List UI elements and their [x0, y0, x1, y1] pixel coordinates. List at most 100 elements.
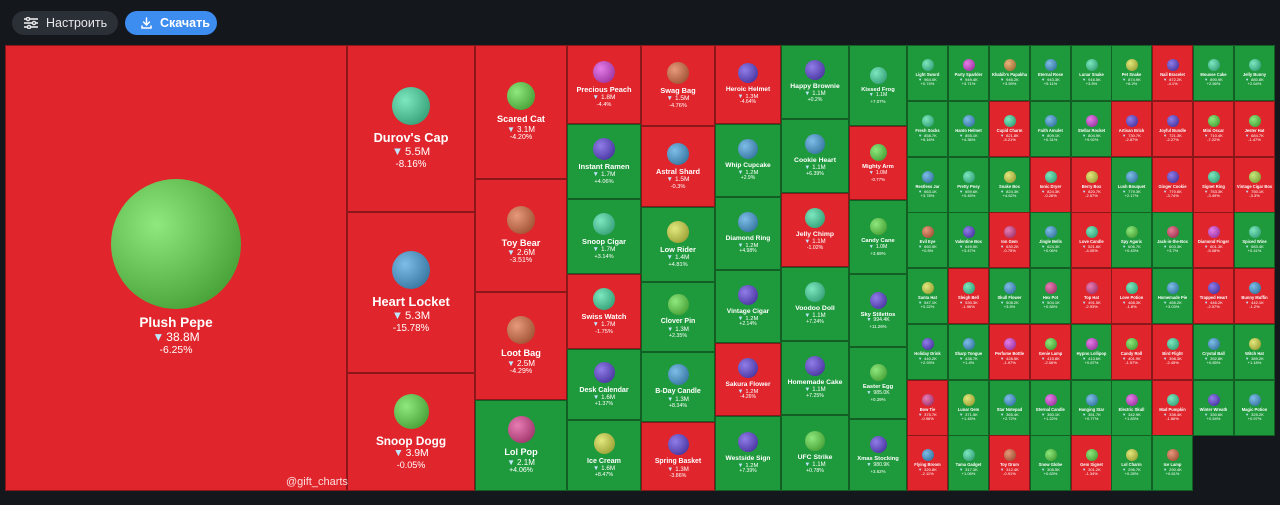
treemap-tile[interactable]: Signet Ring ▼ 753.3K -3.49% [1193, 157, 1234, 213]
treemap-tile[interactable]: Toy Drum ▼ 312.4K -0.91% [989, 435, 1030, 491]
treemap-tile[interactable]: Light Sword ▼ 964.0K +0.74% [907, 45, 948, 101]
treemap-tile[interactable]: Lush Bouquet ▼ 779.3K +2.17% [1111, 157, 1152, 213]
treemap-tile[interactable]: Magic Potion ▼ 325.2K +0.97% [1234, 380, 1275, 436]
treemap-tile[interactable]: Sakura Flower ▼ 1.2M -4.26% [715, 343, 781, 416]
treemap-tile[interactable]: Sky Stilettos ▼ 994.4K +11.26% [849, 274, 907, 347]
treemap-tile[interactable]: Mousse Cake ▼ 890.9K +2.56% [1193, 45, 1234, 101]
treemap-tile[interactable]: Bird Flight ▼ 398.3K -2.45% [1152, 324, 1193, 380]
treemap-tile[interactable]: Ginger Cookie ▼ 770.6K -3.74% [1152, 157, 1193, 213]
treemap-tile[interactable]: Desk Calendar ▼ 1.6M +1.37% [567, 349, 641, 420]
treemap-tile[interactable]: Witch Hat ▼ 389.2K +1.18% [1234, 324, 1275, 380]
treemap-tile[interactable]: Snoop Dogg ▼ 3.9M -0.05% [347, 373, 475, 491]
treemap-tile[interactable]: Hex Pot ▼ 504.1K +0.58% [1030, 268, 1071, 324]
treemap-tile[interactable]: Pet Snake ▼ 874.9K +6.2% [1111, 45, 1152, 101]
treemap-tile[interactable]: Precious Peach ▼ 1.8M -4.4% [567, 45, 641, 124]
treemap-tile[interactable]: Lunar Snake ▼ 916.5K +3.5% [1071, 45, 1112, 101]
treemap-tile[interactable]: Love Candle ▼ 521.6K -4.05% [1071, 212, 1112, 268]
treemap-tile[interactable]: Candy Cane ▼ 1.0M +3.69% [849, 200, 907, 274]
treemap-tile[interactable]: Star Notepad ▼ 365.4K +2.72% [989, 380, 1030, 436]
treemap-tile[interactable]: Khabib's Papakha ▼ 946.2K +3.59% [989, 45, 1030, 101]
treemap-tile[interactable]: Restless Jar ▼ 663.1K +3.78% [907, 157, 948, 213]
treemap-tile[interactable]: Love Potion ▼ 468.3K -1.8% [1111, 268, 1152, 324]
treemap-tile[interactable]: Bow Tie ▼ 375.7K -0.96% [907, 380, 948, 436]
treemap-tile[interactable]: Trapped Heart ▼ 446.2K -2.57% [1193, 268, 1234, 324]
treemap-tile[interactable]: Xmas Stocking ▼ 980.9K +3.62% [849, 419, 907, 491]
treemap-tile[interactable]: Fresh Socks ▼ 858.7K +6.16% [907, 101, 948, 157]
treemap-tile[interactable]: Vintage Cigar ▼ 1.2M +2.14% [715, 270, 781, 343]
treemap-tile[interactable]: Nail Bracelet ▼ 872.2K -4.1% [1152, 45, 1193, 101]
treemap-tile[interactable]: Sharp Tongue ▼ 438.7K +1.4% [948, 324, 989, 380]
treemap-tile[interactable]: Ionic Dryer ▼ 824.3K -0.26% [1030, 157, 1071, 213]
treemap-tile[interactable]: Hanto Helmet ▼ 855.1K +4.36% [948, 101, 989, 157]
treemap-tile[interactable]: Spring Basket ▼ 1.3M -3.86% [641, 422, 715, 491]
treemap-tile[interactable]: Eternal Candle ▼ 360.1K +1.22% [1030, 380, 1071, 436]
treemap-tile[interactable]: Clover Pin ▼ 1.3M +2.35% [641, 282, 715, 352]
treemap-tile[interactable]: Mad Pumpkin ▼ 338.4K -1.66% [1152, 380, 1193, 436]
treemap-tile[interactable]: Heart Locket ▼ 5.3M -15.78% [347, 212, 475, 373]
treemap-tile[interactable]: Lunar Gem ▼ 371.5K +1.45% [948, 380, 989, 436]
treemap-tile[interactable]: Diamond Ring ▼ 1.2M +4.98% [715, 197, 781, 270]
treemap-tile[interactable]: Ice Lamp ▼ 290.4K +0.61% [1152, 435, 1193, 491]
treemap-tile[interactable]: Genie Lamp ▼ 415.8K -2.06% [1030, 324, 1071, 380]
treemap-tile[interactable]: Ice Cream ▼ 1.6M +8.47% [567, 420, 641, 491]
treemap-tile[interactable]: Party Sparkler ▼ 949.4K +3.71% [948, 45, 989, 101]
treemap-tile[interactable]: Snake Box ▼ 824.3K +4.62% [989, 157, 1030, 213]
treemap-tile[interactable]: Plush Pepe ▼ 38.8M -6.25% [5, 45, 347, 491]
treemap-tile[interactable]: Jelly Chimp ▼ 1.1M -1.02% [781, 193, 849, 267]
settings-button[interactable]: Настроить [12, 11, 118, 35]
treemap-tile[interactable]: Evil Eye ▼ 660.5K +0.5% [907, 212, 948, 268]
treemap-tile[interactable]: Top Hat ▼ 491.5K -2.93% [1071, 268, 1112, 324]
treemap-tile[interactable]: Astral Shard ▼ 1.5M -0.3% [641, 126, 715, 207]
treemap-tile[interactable]: Instant Ramen ▼ 1.7M +4.06% [567, 124, 641, 199]
treemap-tile[interactable]: Cookie Heart ▼ 1.1M +6.39% [781, 119, 849, 193]
treemap-tile[interactable]: Sleigh Bell ▼ 530.3K -1.96% [948, 268, 989, 324]
treemap-tile[interactable]: Berry Box ▼ 820.7K -2.57% [1071, 157, 1112, 213]
treemap-tile[interactable]: Swiss Watch ▼ 1.7M -1.75% [567, 274, 641, 349]
treemap-tile[interactable]: Scared Cat ▼ 3.1M -4.20% [475, 45, 567, 179]
treemap-tile[interactable]: Joyful Bundle ▼ 721.3K -2.27% [1152, 101, 1193, 157]
treemap-tile[interactable]: Crystal Ball ▼ 392.8K +0.85% [1193, 324, 1234, 380]
treemap-tile[interactable]: Ion Gem ▼ 630.2K -0.75% [989, 212, 1030, 268]
treemap-tile[interactable]: Whip Cupcake ▼ 1.2M +2.9% [715, 124, 781, 197]
treemap-tile[interactable]: Jack-in-the-Box ▼ 603.3K +3.7% [1152, 212, 1193, 268]
treemap-tile[interactable]: Hypno Lollipop ▼ 413.6K +0.87% [1071, 324, 1112, 380]
treemap-tile[interactable]: Pretty Posy ▼ 659.6K +0.45% [948, 157, 989, 213]
treemap-tile[interactable]: Faith Amulet ▼ 809.1K +0.31% [1030, 101, 1071, 157]
treemap-tile[interactable]: Valentine Box ▼ 649.5K +3.47% [948, 212, 989, 268]
treemap-tile[interactable]: Hanging Star ▼ 351.7K +0.77% [1071, 380, 1112, 436]
treemap-tile[interactable]: Swag Bag ▼ 1.5M -4.76% [641, 45, 715, 126]
treemap-tile[interactable]: Lol Pop ▼ 2.1M +4.06% [475, 400, 567, 491]
treemap-tile[interactable]: Westside Sign ▼ 1.2M +7.39% [715, 416, 781, 491]
treemap-tile[interactable]: Spiced Wine ▼ 583.4K +0.41% [1234, 212, 1275, 268]
treemap-tile[interactable]: Lol Charm ▼ 296.7K +0.28% [1111, 435, 1152, 491]
treemap-tile[interactable]: Cupid Charm ▼ 821.8K -5.21% [989, 101, 1030, 157]
download-button[interactable]: Скачать [125, 11, 217, 35]
treemap-tile[interactable]: Voodoo Doll ▼ 1.1M +7.24% [781, 267, 849, 341]
treemap-tile[interactable]: Diamond Finger ▼ 601.3K -5.08% [1193, 212, 1234, 268]
treemap-tile[interactable]: Electric Skull ▼ 342.9K +1.83% [1111, 380, 1152, 436]
treemap-tile[interactable]: Eternal Rose ▼ 943.3K +5.11% [1030, 45, 1071, 101]
treemap-tile[interactable]: Vintage Cigar Box ▼ 750.1K -3.3% [1234, 157, 1275, 213]
treemap-tile[interactable]: Snoop Cigar ▼ 1.7M +3.14% [567, 199, 641, 274]
treemap-tile[interactable]: Kissed Frog ▼ 1.1M +7.07% [849, 45, 907, 126]
treemap-tile[interactable]: Holiday Drink ▼ 440.2K +2.93% [907, 324, 948, 380]
treemap-tile[interactable]: Perfume Bottle ▼ 428.5K -1.97% [989, 324, 1030, 380]
treemap-tile[interactable]: Flying Broom ▼ 320.8K -2.11% [907, 435, 948, 491]
treemap-tile[interactable]: Spy Agaric ▼ 606.7K +0.43% [1111, 212, 1152, 268]
treemap-tile[interactable]: Bunny Muffin ▼ 442.1K -1.2% [1234, 268, 1275, 324]
treemap-tile[interactable]: Durov's Cap ▼ 5.5M -8.16% [347, 45, 475, 212]
treemap-tile[interactable]: Easter Egg ▼ 985.0K +0.29% [849, 347, 907, 419]
treemap-tile[interactable]: UFC Strike ▼ 1.1M +0.78% [781, 415, 849, 491]
treemap-tile[interactable]: Artisan Brick ▼ 730.7K -2.87% [1111, 101, 1152, 157]
treemap-tile[interactable]: Jelly Bunny ▼ 880.8K +2.64% [1234, 45, 1275, 101]
treemap-tile[interactable]: Low Rider ▼ 1.4M +4.81% [641, 207, 715, 282]
treemap-tile[interactable]: Skull Flower ▼ 508.2K +3.5% [989, 268, 1030, 324]
treemap-tile[interactable]: Loot Bag ▼ 2.5M -4.29% [475, 292, 567, 400]
treemap-tile[interactable]: Jingle Bells ▼ 624.3K +0.06% [1030, 212, 1071, 268]
treemap-tile[interactable]: Mini Oscar ▼ 710.4K -7.22% [1193, 101, 1234, 157]
treemap-tile[interactable]: Stellar Rocket ▼ 804.9K +9.92% [1071, 101, 1112, 157]
treemap-tile[interactable]: Heroic Helmet ▼ 1.3M -4.64% [715, 45, 781, 124]
treemap-tile[interactable]: Homemade Pie ▼ 466.2K +3.03% [1152, 268, 1193, 324]
treemap-tile[interactable]: Toy Bear ▼ 2.6M -3.51% [475, 179, 567, 292]
treemap-tile[interactable]: Tama Gadget ▼ 317.3K +1.06% [948, 435, 989, 491]
